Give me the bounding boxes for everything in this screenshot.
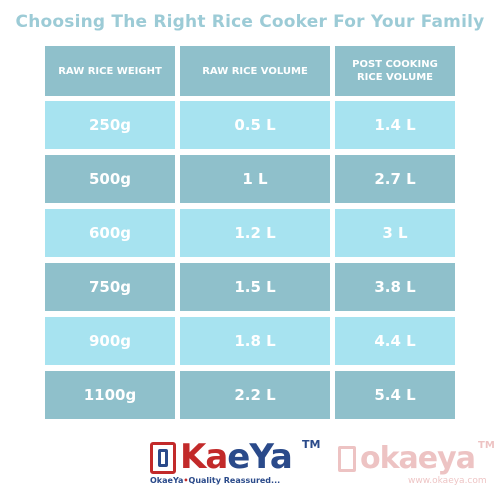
cell-raw-volume: 1 L <box>180 155 330 203</box>
logo-mark-icon <box>150 442 176 474</box>
watermark-url: www.okaeya.com <box>408 476 487 486</box>
cell-weight: 500g <box>45 155 175 203</box>
cell-raw-volume: 1.5 L <box>180 263 330 311</box>
cell-cooked-volume: 3 L <box>335 209 455 257</box>
cell-cooked-volume: 5.4 L <box>335 371 455 419</box>
cell-cooked-volume: 4.4 L <box>335 317 455 365</box>
header-raw-rice-weight: RAW RICE WEIGHT <box>45 46 175 96</box>
cell-cooked-volume: 2.7 L <box>335 155 455 203</box>
watermark-trademark: TM <box>478 440 495 451</box>
watermark-logo: okaeya TM www.okaeya.com <box>338 440 500 492</box>
rice-cooker-table: RAW RICE WEIGHT RAW RICE VOLUME POST COO… <box>45 46 455 425</box>
cell-cooked-volume: 1.4 L <box>335 101 455 149</box>
cell-weight: 900g <box>45 317 175 365</box>
page-title: Choosing The Right Rice Cooker For Your … <box>15 12 485 32</box>
logo-trademark: TM <box>302 438 321 451</box>
table-row: 900g 1.8 L 4.4 L <box>45 317 455 365</box>
table-row: 500g 1 L 2.7 L <box>45 155 455 203</box>
header-post-cooking-volume: POST COOKING RICE VOLUME <box>335 46 455 96</box>
logo-wordmark: KaeYa <box>180 437 293 477</box>
table-row: 1100g 2.2 L 5.4 L <box>45 371 455 419</box>
cell-weight: 750g <box>45 263 175 311</box>
cell-cooked-volume: 3.8 L <box>335 263 455 311</box>
table-row: 750g 1.5 L 3.8 L <box>45 263 455 311</box>
logo-tagline: OkaeYa•Quality Reassured... <box>150 476 281 485</box>
header-raw-rice-volume: RAW RICE VOLUME <box>180 46 330 96</box>
cell-weight: 600g <box>45 209 175 257</box>
cell-raw-volume: 1.2 L <box>180 209 330 257</box>
table-row: 250g 0.5 L 1.4 L <box>45 101 455 149</box>
table-header-row: RAW RICE WEIGHT RAW RICE VOLUME POST COO… <box>45 46 455 96</box>
cell-raw-volume: 0.5 L <box>180 101 330 149</box>
cell-raw-volume: 2.2 L <box>180 371 330 419</box>
watermark-wordmark: okaeya <box>360 441 476 476</box>
cell-weight: 250g <box>45 101 175 149</box>
table-row: 600g 1.2 L 3 L <box>45 209 455 257</box>
cell-raw-volume: 1.8 L <box>180 317 330 365</box>
cell-weight: 1100g <box>45 371 175 419</box>
okaeya-logo: KaeYa TM OkaeYa•Quality Reassured... <box>142 438 332 494</box>
watermark-mark-icon <box>338 446 356 472</box>
